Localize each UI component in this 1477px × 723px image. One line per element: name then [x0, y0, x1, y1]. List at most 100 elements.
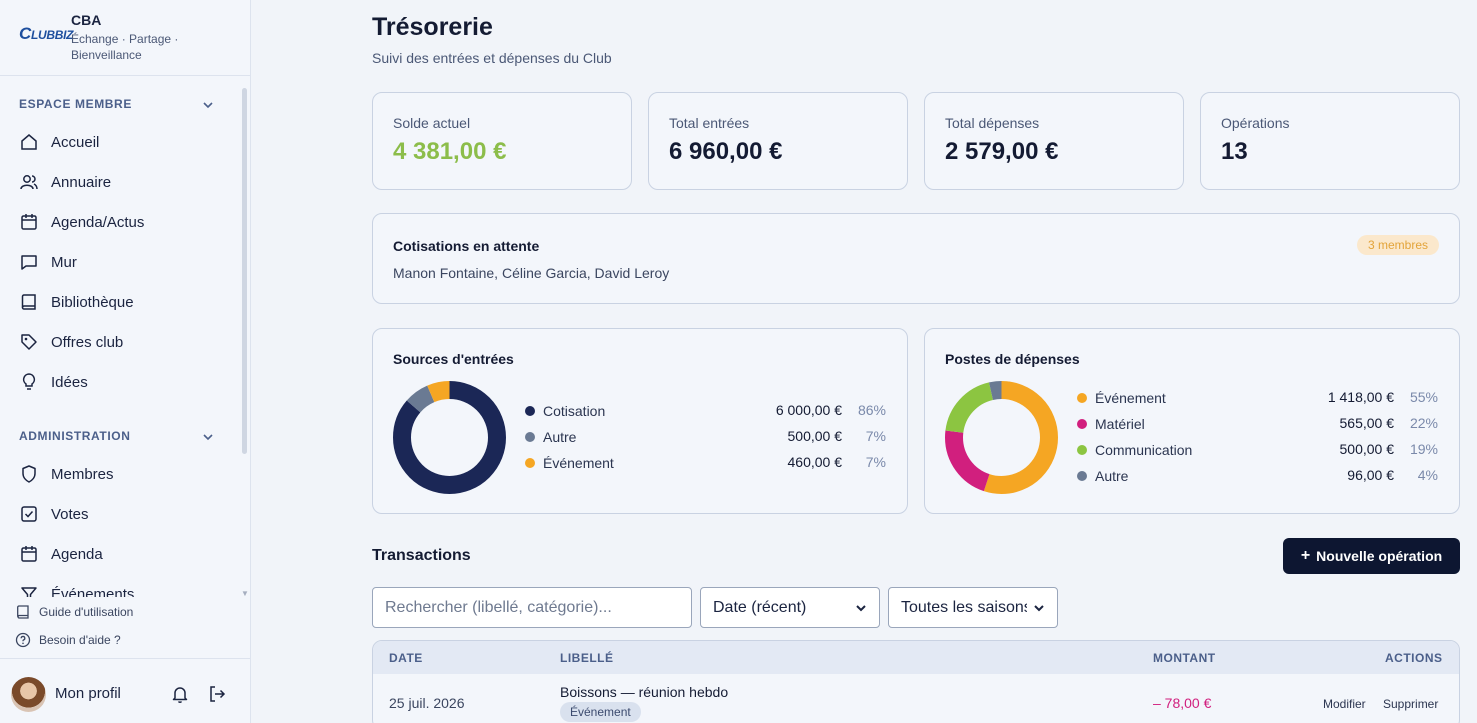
stat-value: 13 — [1221, 138, 1248, 165]
donut-slice-événement — [393, 381, 506, 494]
club-name: CBA — [71, 12, 102, 28]
sidebar-item-agenda-actus[interactable]: Agenda/Actus — [19, 208, 229, 236]
legend-amount: 500,00 € — [787, 428, 843, 444]
sidebar-item-label: Bibliothèque — [51, 293, 134, 311]
column-header-actions: ACTIONS — [1385, 651, 1443, 665]
legend-dot — [1077, 393, 1087, 403]
sidebar-scrollbar[interactable] — [242, 88, 247, 454]
page-subtitle: Suivi des entrées et dépenses du Club — [372, 50, 612, 66]
legend-percent: 7% — [865, 428, 886, 444]
column-header-amount[interactable]: MONTANT — [1153, 651, 1216, 665]
sidebar-item-label: Agenda/Actus — [51, 213, 145, 231]
donut-slice-matériel — [945, 381, 1058, 494]
legend-amount: 565,00 € — [1339, 415, 1395, 431]
home-icon — [19, 132, 39, 152]
club-tagline: Échange · Partage · Bienveillance — [71, 32, 179, 62]
stat-label: Total dépenses — [945, 115, 1040, 131]
search-input[interactable] — [372, 587, 692, 628]
legend-amount: 500,00 € — [1339, 441, 1395, 457]
legend-item: Communication — [1077, 440, 1192, 460]
chevron-down-icon[interactable] — [202, 431, 214, 443]
donut-slice-autre — [945, 381, 1058, 494]
income-chart-card: Sources d'entrées Cotisation 6 000,00 € 86… — [372, 328, 908, 514]
chart-title: Sources d'entrées — [393, 351, 514, 367]
page-title: Trésorerie — [372, 13, 493, 41]
row-label: Boissons — réunion hebdo — [560, 684, 729, 700]
guide-link[interactable]: Guide d'utilisation — [15, 603, 133, 621]
legend-label: Cotisation — [543, 403, 606, 419]
legend-dot — [525, 458, 535, 468]
legend-label: Autre — [1095, 468, 1129, 484]
club-logo[interactable]: CLUBBIZ — [19, 24, 74, 43]
sidebar-item-bibliotheque[interactable]: Bibliothèque — [19, 288, 229, 316]
help-link-label: Besoin d'aide ? — [39, 633, 121, 647]
sidebar-item-label: Votes — [51, 505, 89, 523]
legend-amount: 96,00 € — [1347, 467, 1394, 483]
chevron-down-icon — [1034, 604, 1044, 611]
chevron-down-icon[interactable] — [202, 99, 214, 111]
legend-dot — [1077, 419, 1087, 429]
sidebar-item-mur[interactable]: Mur — [19, 248, 229, 276]
plus-icon: + — [1300, 547, 1311, 564]
season-select[interactable]: Toutes les saisons — [888, 587, 1058, 628]
legend-percent: 86% — [857, 402, 886, 418]
legend-item: Autre — [1077, 466, 1128, 486]
help-link[interactable]: Besoin d'aide ? — [15, 631, 121, 649]
sidebar-item-label: Accueil — [51, 133, 100, 151]
pending-names: Manon Fontaine, Céline Garcia, David Ler… — [393, 265, 670, 281]
expense-donut-chart — [945, 381, 1058, 494]
stat-card-solde: Solde actuel 4 381,00 € — [372, 92, 632, 190]
avatar[interactable] — [11, 677, 46, 712]
legend-percent: 19% — [1409, 441, 1438, 457]
sidebar-item-offres-club[interactable]: Offres club — [19, 328, 229, 356]
profile-link[interactable]: Mon profil — [55, 685, 121, 702]
filter-icon — [19, 584, 39, 597]
legend-item: Événement — [1077, 388, 1166, 408]
nav-scroll-area[interactable]: ESPACE MEMBRE Accueil Annuaire Agenda/Ac… — [0, 77, 250, 597]
legend-label: Communication — [1095, 442, 1193, 458]
column-header-date[interactable]: DATE — [389, 651, 423, 665]
sidebar-item-votes[interactable]: Votes — [19, 500, 229, 528]
new-operation-label: Nouvelle opération — [1316, 548, 1443, 564]
profile-bar: Mon profil — [0, 658, 250, 723]
sidebar-item-label: Mur — [51, 253, 77, 271]
book-icon — [19, 292, 39, 312]
column-header-label: LIBELLÉ — [560, 651, 614, 665]
shield-icon — [19, 464, 39, 484]
edit-button[interactable]: Modifier — [1323, 697, 1366, 711]
logout-icon[interactable] — [207, 684, 227, 704]
season-select-value: Toutes les saisons — [901, 598, 1027, 616]
legend-amount: 1 418,00 € — [1327, 389, 1394, 405]
message-icon — [19, 252, 39, 272]
scroll-down-arrow[interactable]: ▼ — [241, 589, 249, 598]
sidebar-item-accueil[interactable]: Accueil — [19, 128, 229, 156]
legend-percent: 55% — [1409, 389, 1438, 405]
pending-dues-card: Cotisations en attente Manon Fontaine, C… — [372, 213, 1460, 304]
transactions-table: DATE LIBELLÉ MONTANT ACTIONS 25 juil. 20… — [372, 640, 1460, 723]
legend-item: Cotisation — [525, 401, 605, 421]
bell-icon[interactable] — [170, 684, 190, 704]
legend-label: Événement — [1095, 390, 1166, 406]
sidebar-item-membres[interactable]: Membres — [19, 460, 229, 488]
stat-card-operations: Opérations 13 — [1200, 92, 1460, 190]
stat-card-entrees: Total entrées 6 960,00 € — [648, 92, 908, 190]
chart-title: Postes de dépenses — [945, 351, 1080, 367]
stat-card-depenses: Total dépenses 2 579,00 € — [924, 92, 1184, 190]
sidebar-item-idees[interactable]: Idées — [19, 368, 229, 396]
sort-select[interactable]: Date (récent) — [700, 587, 880, 628]
sidebar-item-label: Événements — [51, 585, 135, 598]
legend-dot — [1077, 471, 1087, 481]
section-title-administration: ADMINISTRATION — [19, 429, 131, 443]
calendar-icon — [19, 544, 39, 564]
delete-button[interactable]: Supprimer — [1383, 697, 1439, 711]
sidebar-item-annuaire[interactable]: Annuaire — [19, 168, 229, 196]
sort-select-value: Date (récent) — [713, 598, 807, 616]
sidebar-item-label: Agenda — [51, 545, 103, 563]
transactions-title: Transactions — [372, 547, 471, 564]
guide-link-label: Guide d'utilisation — [39, 605, 134, 619]
legend-item: Événement — [525, 453, 614, 473]
legend-percent: 7% — [865, 454, 886, 470]
sidebar-item-agenda[interactable]: Agenda — [19, 540, 229, 568]
sidebar-item-evenements[interactable]: Événements — [19, 580, 229, 597]
new-operation-button[interactable]: + Nouvelle opération — [1283, 538, 1460, 574]
